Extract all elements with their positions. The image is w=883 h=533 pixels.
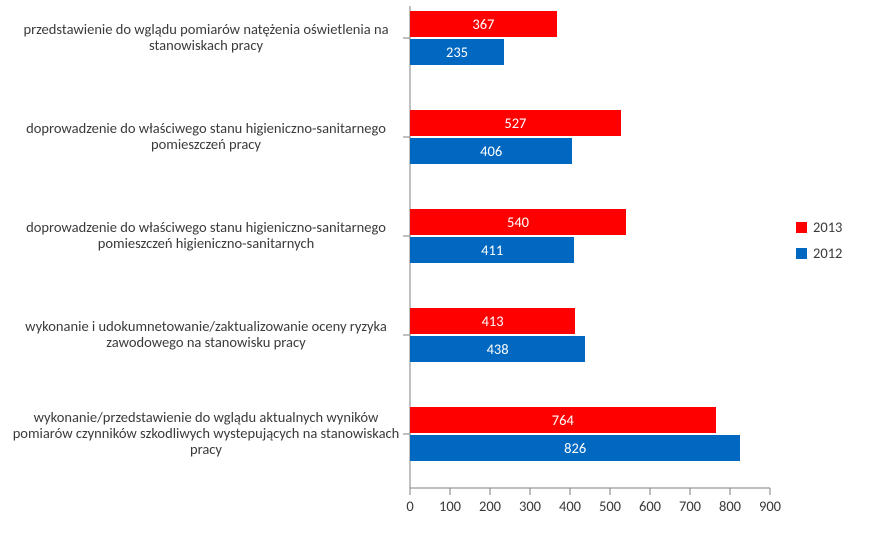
x-tick-label: 800: [719, 497, 741, 515]
legend-swatch: [796, 222, 807, 233]
x-tick-label: 300: [519, 497, 541, 515]
bar-2013: [410, 308, 575, 334]
x-tick-label: 0: [406, 497, 413, 515]
bar-2013: [410, 407, 716, 433]
category-label: wykonanie/przedstawienie do wglądu aktua…: [6, 410, 406, 458]
x-tick-label: 400: [559, 497, 581, 515]
x-tick-label: 100: [439, 497, 461, 515]
bar-2013: [410, 209, 626, 235]
legend-label: 2012: [813, 244, 842, 262]
category-label: wykonanie i udokumnetowanie/zaktualizowa…: [6, 319, 406, 351]
legend-item-2012: 2012: [796, 244, 842, 262]
bar-2012: [410, 39, 504, 65]
category-label: doprowadzenie do właściwego stanu higien…: [6, 220, 406, 252]
category-label: doprowadzenie do właściwego stanu higien…: [6, 121, 406, 153]
x-tick-label: 900: [759, 497, 781, 515]
x-tick-label: 200: [479, 497, 501, 515]
bar-2013: [410, 11, 557, 37]
legend-item-2013: 2013: [796, 218, 842, 236]
chart-container: przedstawienie do wglądu pomiarów natęże…: [0, 0, 883, 533]
bar-2012: [410, 138, 572, 164]
x-tick-label: 700: [679, 497, 701, 515]
bar-2012: [410, 336, 585, 362]
legend-swatch: [796, 248, 807, 259]
x-tick-label: 500: [599, 497, 621, 515]
x-tick-label: 600: [639, 497, 661, 515]
bar-2013: [410, 110, 621, 136]
legend-label: 2013: [813, 218, 842, 236]
category-label: przedstawienie do wglądu pomiarów natęże…: [6, 22, 406, 54]
bar-2012: [410, 435, 740, 461]
bar-2012: [410, 237, 574, 263]
